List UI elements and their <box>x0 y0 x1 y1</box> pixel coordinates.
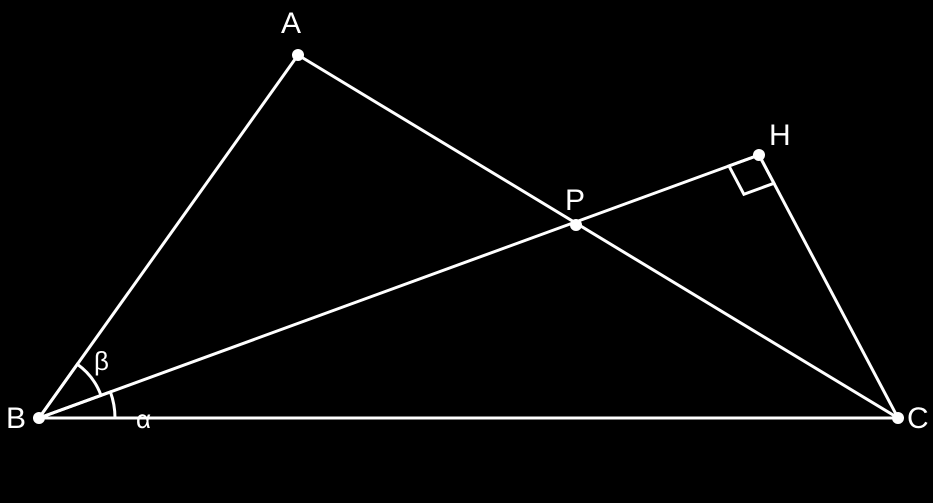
point-H-dot <box>753 149 765 161</box>
point-A-dot <box>292 49 304 61</box>
label-B: B <box>6 402 26 435</box>
point-B-dot <box>33 412 45 424</box>
label-C: C <box>907 402 929 435</box>
label-P: P <box>565 184 585 217</box>
label-angle-alpha: α <box>136 404 151 434</box>
label-A: A <box>281 7 301 40</box>
label-H: H <box>769 119 791 152</box>
point-P-dot <box>570 219 582 231</box>
label-angle-beta: β <box>94 346 109 376</box>
point-C-dot <box>892 412 904 424</box>
